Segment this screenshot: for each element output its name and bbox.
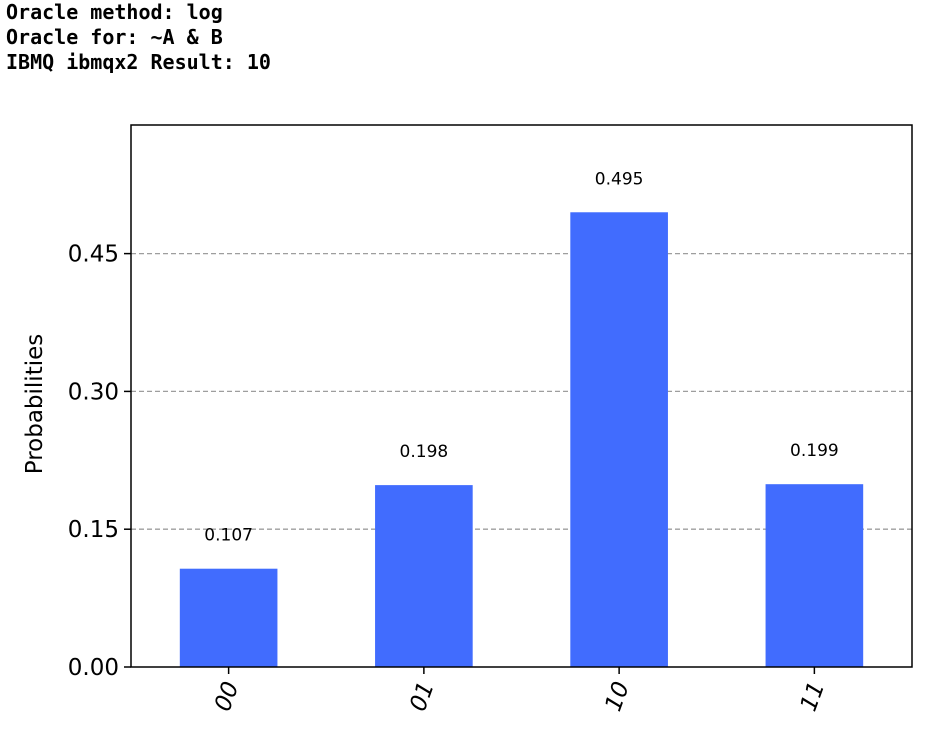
y-axis-ticks: 0.00 0.15 0.30 0.45 bbox=[68, 242, 131, 681]
bar-10 bbox=[570, 212, 668, 667]
bar-layer bbox=[179, 212, 864, 667]
result-line: IBMQ ibmqx2 Result: 10 bbox=[6, 50, 271, 74]
bar-value-label: 0.107 bbox=[204, 526, 253, 546]
plot-frame bbox=[130, 124, 913, 668]
x-tick-label: 11 bbox=[796, 678, 830, 714]
bar-01 bbox=[375, 485, 473, 667]
oracle-method-line: Oracle method: log bbox=[6, 0, 223, 24]
bar-value-label: 0.199 bbox=[790, 441, 839, 461]
x-tick-label: 10 bbox=[600, 678, 634, 714]
y-tick-label: 0.30 bbox=[68, 379, 119, 405]
x-axis-ticks: 00 01 10 11 bbox=[210, 667, 830, 715]
x-tick-label: 01 bbox=[405, 678, 439, 714]
bar-value-label: 0.495 bbox=[595, 169, 644, 189]
bar-11 bbox=[765, 484, 864, 667]
output-header: Oracle method: log Oracle for: ~A & B IB… bbox=[6, 0, 271, 75]
y-tick-label: 0.15 bbox=[68, 517, 119, 543]
y-tick-label: 0.00 bbox=[68, 655, 119, 681]
oracle-for-line: Oracle for: ~A & B bbox=[6, 25, 223, 49]
y-tick-label: 0.45 bbox=[68, 242, 119, 268]
bar-value-labels: 0.107 0.198 0.495 0.199 bbox=[204, 169, 838, 545]
y-axis-label: Probabilities bbox=[22, 334, 48, 475]
x-tick-label: 00 bbox=[210, 678, 244, 714]
bar-00 bbox=[179, 568, 278, 667]
bar-value-label: 0.198 bbox=[400, 442, 449, 462]
